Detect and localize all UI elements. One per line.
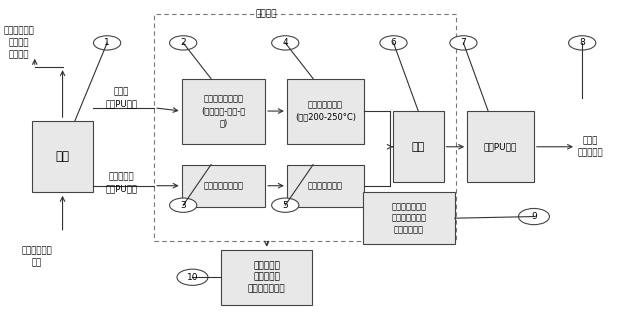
Circle shape [177,269,208,285]
Circle shape [518,208,549,225]
Text: 5: 5 [282,201,288,210]
Text: 软质泡沫挤压机
(加热200-250°C): 软质泡沫挤压机 (加热200-250°C) [295,101,356,122]
Bar [154,14,456,241]
Bar [287,79,364,143]
Text: 9: 9 [531,212,537,221]
Text: 冰箱拆解等
硬质PU废料: 冰箱拆解等 硬质PU废料 [105,172,137,193]
Text: 粉碎: 粉碎 [412,142,425,152]
Text: 硬质泡沫粗破碎机: 硬质泡沫粗破碎机 [203,181,244,190]
Text: 4: 4 [283,38,288,47]
Text: 3: 3 [180,201,186,210]
Text: 8: 8 [579,38,585,47]
Circle shape [569,36,596,50]
Text: 收集来的混合
废料: 收集来的混合 废料 [21,247,52,268]
Text: 硬质泡沫挤压机: 硬质泡沫挤压机 [308,181,343,190]
Text: 2: 2 [180,38,186,47]
Text: 软质泡沫粗破碎机
(机械卷入-压缩-破
碎): 软质泡沫粗破碎机 (机械卷入-压缩-破 碎) [202,95,246,127]
Circle shape [380,36,407,50]
Text: 废气收集、
布袋除尘、
活性炭吸附系统: 废气收集、 布袋除尘、 活性炭吸附系统 [248,261,285,294]
Text: 1: 1 [104,38,110,47]
Bar [287,165,364,207]
Text: 10: 10 [187,273,198,282]
Circle shape [272,198,299,212]
Text: 氮气氛围: 氮气氛围 [256,9,277,18]
Circle shape [450,36,477,50]
Bar [182,165,265,207]
Text: 粒状PU废料: 粒状PU废料 [484,142,517,151]
Text: 7: 7 [461,38,466,47]
Circle shape [272,36,299,50]
Circle shape [170,36,197,50]
Circle shape [94,36,121,50]
Text: 金属、塑料等
有价物：
砖石废物: 金属、塑料等 有价物： 砖石废物 [4,27,35,59]
Bar [32,121,94,192]
Bar [363,192,454,244]
Bar [467,111,534,183]
Text: 分选: 分选 [56,150,69,163]
Text: 坐垫等
软质PU废料: 坐垫等 软质PU废料 [105,88,137,109]
Bar [221,250,312,305]
Bar [393,111,444,183]
Bar [182,79,265,143]
Circle shape [170,198,197,212]
Text: 所有产生粉尘及
废气环节同在一
个封闭系统内: 所有产生粉尘及 废气环节同在一 个封闭系统内 [391,202,427,234]
Text: 调和成
替代性燃料: 调和成 替代性燃料 [578,136,603,157]
Text: 6: 6 [391,38,396,47]
